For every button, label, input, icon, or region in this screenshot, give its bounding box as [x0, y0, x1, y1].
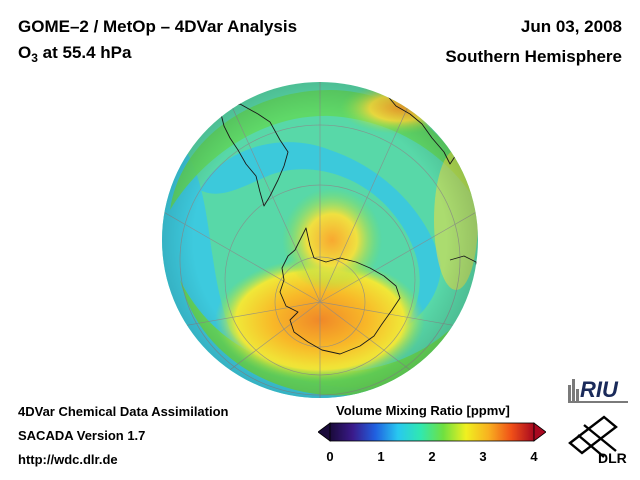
colorbar-min-arrow — [318, 422, 331, 442]
colorbar-title: Volume Mixing Ratio [ppmv] — [336, 403, 510, 418]
credit-url: http://wdc.dlr.de — [18, 452, 118, 467]
dlr-logo-text: DLR — [598, 450, 627, 465]
colorbar-tick-label: 2 — [428, 449, 436, 464]
colorbar-tick-label: 4 — [530, 449, 538, 464]
ozone-globe-map — [162, 82, 478, 398]
map-title: GOME–2 / MetOp – 4DVar Analysis — [18, 17, 298, 36]
colorbar-scale — [329, 422, 535, 442]
credit-line-2: SACADA Version 1.7 — [18, 428, 146, 443]
riu-logo-text: RIU — [580, 377, 619, 402]
map-subtitle: O3 at 55.4 hPa — [18, 43, 131, 65]
colorbar-max-arrow — [533, 422, 546, 442]
dlr-logo: DLR — [568, 415, 627, 465]
colorbar-tick-label: 1 — [377, 449, 385, 464]
riu-logo: RIU — [568, 377, 628, 403]
credit-line-1: 4DVar Chemical Data Assimilation — [18, 404, 229, 419]
pressure-level: at 55.4 hPa — [37, 43, 132, 62]
hemisphere-label: Southern Hemisphere — [445, 47, 622, 66]
colorbar-tick-label: 3 — [479, 449, 487, 464]
dlr-emblem-icon — [568, 415, 618, 458]
species-subscript: 3 — [31, 51, 38, 65]
colorbar — [318, 422, 546, 442]
analysis-date: Jun 03, 2008 — [520, 17, 622, 36]
riu-building-icon — [568, 379, 579, 401]
colorbar-tick-label: 0 — [326, 449, 334, 464]
species-label: O — [18, 43, 32, 62]
